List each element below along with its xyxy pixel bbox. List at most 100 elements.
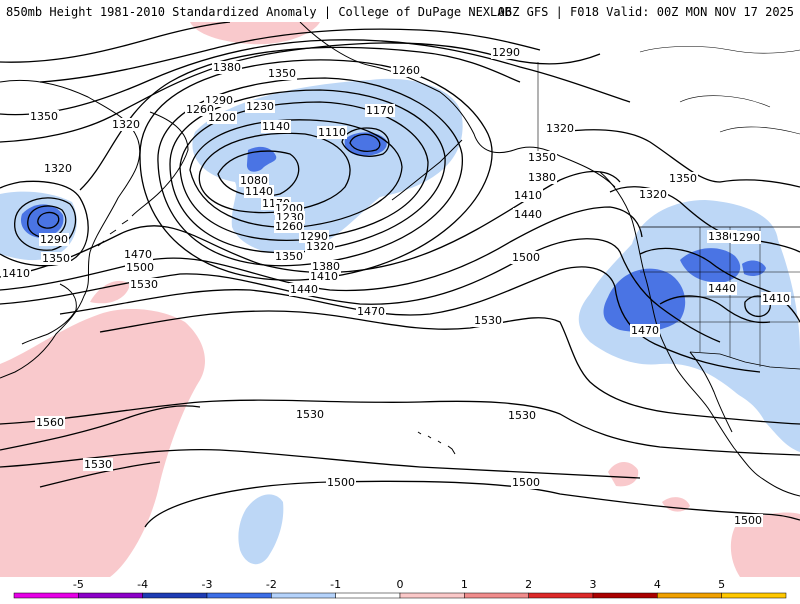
- contour-label-bg: [630, 324, 660, 337]
- canada-lakes: [639, 46, 800, 135]
- contour-label-bg: [707, 282, 737, 295]
- contour-line: [609, 186, 800, 253]
- colorbar-swatch: [206, 592, 272, 599]
- contour-label: 1560: [36, 416, 64, 429]
- contour-label: 1530: [84, 458, 112, 471]
- pos-anomaly-area: [0, 308, 205, 577]
- contour-label-bg: [41, 252, 71, 265]
- colorbar-tick-label: -2: [266, 578, 277, 591]
- contour-label: 1470: [631, 324, 659, 337]
- contour-label: 1500: [512, 476, 540, 489]
- contour-label: 1410: [2, 267, 30, 280]
- contour-label: 1500: [126, 261, 154, 274]
- contour-label-bg: [491, 46, 521, 59]
- contour-label-bg: [309, 270, 339, 283]
- colorbar-tick-label: 0: [397, 578, 404, 591]
- contour-label-bg: [129, 278, 159, 291]
- contour-label: 1320: [546, 122, 574, 135]
- contour-label-bg: [365, 104, 395, 117]
- contour-label-bg: [295, 408, 325, 421]
- colorbar-tick-label: 4: [654, 578, 661, 591]
- colorbar-tick-label: -5: [73, 578, 84, 591]
- contour-label: 1260: [275, 220, 303, 233]
- coastline-kamchatka: [131, 111, 189, 217]
- contour-label-bg: [39, 233, 69, 246]
- contour-label-bg: [305, 240, 335, 253]
- contour-label: 1350: [30, 110, 58, 123]
- contour-label: 1230: [246, 100, 274, 113]
- contour-line: [744, 295, 771, 318]
- neg-anomaly-core: [680, 248, 741, 283]
- colorbar-swatch: [721, 592, 787, 599]
- contour-label-bg: [83, 458, 113, 471]
- contour-line: [0, 39, 631, 116]
- colorbar-swatch: [464, 592, 529, 599]
- contour-label-bg: [212, 61, 242, 74]
- contour-label-bg: [356, 305, 386, 318]
- anomaly-map: 1380 1350 1290 1350 1320 1290 1260 1230 …: [0, 22, 800, 577]
- contour-label-bg: [289, 283, 319, 296]
- contour-label: 1350: [42, 252, 70, 265]
- contour-label: 1140: [245, 185, 273, 198]
- contour-label: 1530: [474, 314, 502, 327]
- contour-label-bg: [733, 514, 763, 527]
- contour-line: [79, 46, 521, 191]
- contour-label-bg: [511, 476, 541, 489]
- contour-label: 1350: [528, 151, 556, 164]
- contour-label-bg: [245, 100, 275, 113]
- contour-label: 1470: [124, 248, 152, 261]
- contour-label-bg: [43, 162, 73, 175]
- contour-line: [27, 205, 67, 239]
- contour-line: [139, 59, 493, 281]
- contour-line: [99, 310, 800, 425]
- contour-label-bg: [668, 172, 698, 185]
- contour-label: 1530: [130, 278, 158, 291]
- contour-label-bg: [731, 231, 761, 244]
- contour-label-bg: [473, 314, 503, 327]
- colorbar-tick-labels: -5 -4 -3 -2 -1 0 1 2 3 4 5: [73, 578, 725, 591]
- contour-label: 1410: [762, 292, 790, 305]
- colorbar-swatch: [13, 592, 79, 599]
- contour-label-bg: [311, 260, 341, 273]
- contour-line: [169, 89, 446, 254]
- contour-label: 1500: [327, 476, 355, 489]
- contour-label-bg: [299, 230, 329, 243]
- contour-label: 1290: [300, 230, 328, 243]
- colorbar-swatch: [142, 592, 208, 599]
- contour-line: [198, 132, 351, 214]
- contour-label: 1320: [639, 188, 667, 201]
- contour-label-bg: [707, 230, 737, 243]
- contour-label: 1110: [318, 126, 346, 139]
- colorbar-swatch: [657, 592, 722, 599]
- colorbar-tick-label: -1: [330, 578, 341, 591]
- hawaii-islands: [417, 431, 456, 455]
- header: 850mb Height 1981-2010 Standardized Anom…: [0, 0, 800, 22]
- contour-label-bg: [29, 110, 59, 123]
- colorbar-swatch: [78, 592, 143, 599]
- contour-label: 1290: [732, 231, 760, 244]
- contour-label: 1530: [508, 409, 536, 422]
- contour-label: 1500: [734, 514, 762, 527]
- colorbar-swatch: [592, 592, 658, 599]
- contour-label-bg: [207, 111, 237, 124]
- anomaly-colorbar: -5 -4 -3 -2 -1 0 1 2 3 4 5: [0, 577, 800, 600]
- coastline-japan: [21, 283, 77, 345]
- colorbar-tick-label: -3: [202, 578, 213, 591]
- colorbar-swatch: [399, 592, 465, 599]
- contour-line: [189, 119, 403, 228]
- map-title: 850mb Height 1981-2010 Standardized Anom…: [6, 5, 512, 19]
- contour-label: 1200: [208, 111, 236, 124]
- contour-label: 1320: [112, 118, 140, 131]
- contour-line: [59, 266, 761, 373]
- contour-label-bg: [1, 267, 31, 280]
- border-us-mexico: [689, 351, 800, 370]
- colorbar-graphic: -5 -4 -3 -2 -1 0 1 2 3 4 5: [13, 578, 787, 599]
- contour-line: [0, 22, 231, 63]
- contour-line: [157, 77, 463, 267]
- colorbar-swatch: [335, 592, 401, 599]
- contour-label-bg: [527, 151, 557, 164]
- contour-label: 1320: [44, 162, 72, 175]
- contour-label-bg: [274, 220, 304, 233]
- contour-label: 1440: [514, 208, 542, 221]
- contour-label-bg: [123, 248, 153, 261]
